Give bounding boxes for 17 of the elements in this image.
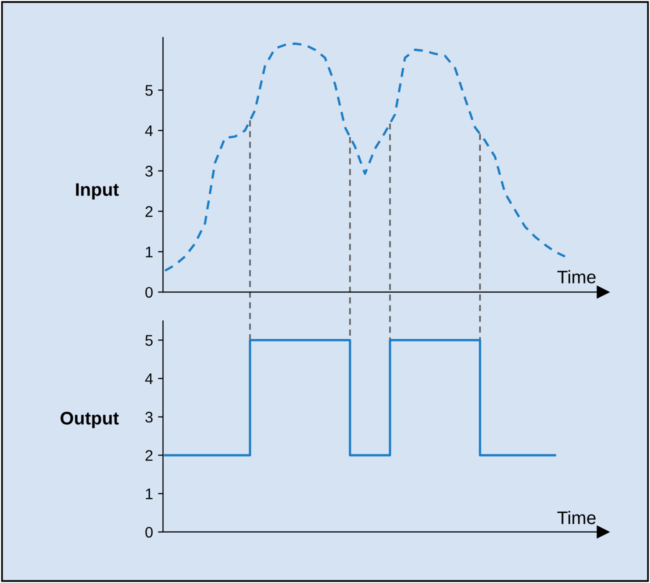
- y-axis-title: Input: [76, 183, 119, 200]
- y-tick-label: 5: [145, 335, 153, 346]
- y-tick-label: 0: [145, 286, 153, 298]
- x-axis-title: Time: [557, 510, 596, 524]
- y-tick-label: 2: [146, 206, 153, 217]
- y-tick-label: 4: [145, 374, 153, 384]
- y-tick-label: 0: [145, 526, 153, 538]
- x-axis-title: Time: [557, 270, 596, 284]
- y-tick-label: 1: [146, 246, 153, 258]
- y-axis-title: Output: [60, 412, 119, 428]
- y-tick-label: 3: [145, 166, 153, 177]
- y-tick-label: 3: [145, 412, 153, 423]
- line-series: [164, 42, 566, 272]
- y-tick-label: 4: [145, 126, 153, 136]
- y-tick-label: 5: [145, 85, 153, 96]
- y-tick-label: 2: [146, 450, 153, 461]
- y-tick-label: 1: [146, 488, 153, 500]
